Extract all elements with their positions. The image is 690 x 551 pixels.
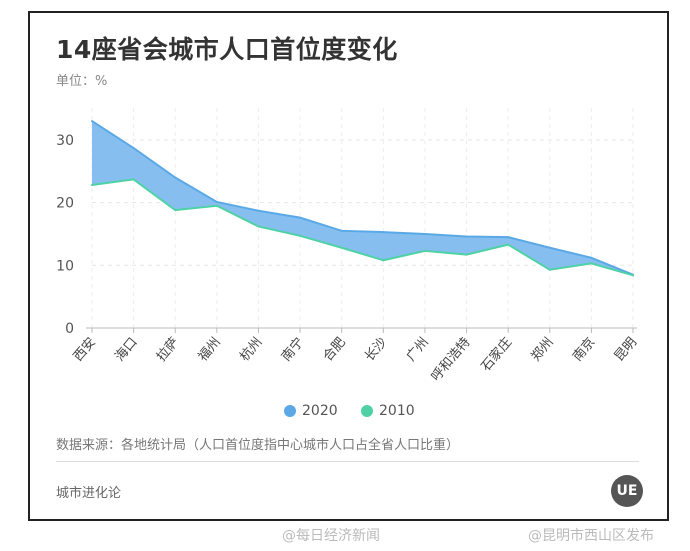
y-tick-label: 0 [65,321,74,337]
data-point [382,259,385,262]
legend-label: 2020 [302,403,338,419]
data-point [215,204,218,207]
data-point [465,235,468,238]
brand-name: 城市进化论 [56,486,122,501]
x-tick-label: 广州 [404,335,432,365]
y-tick-label: 10 [56,258,74,274]
x-tick-label: 海口 [112,335,140,365]
unit-label: 单位：% [56,74,108,89]
x-tick-label: 郑州 [529,335,557,365]
data-point [423,232,426,235]
data-point [507,236,510,239]
data-point [257,225,260,228]
data-point [548,268,551,271]
data-point [423,249,426,252]
data-point [299,234,302,237]
legend-dot-icon [284,405,296,417]
data-point [91,184,93,187]
weibo-watermark: @每日经济新闻 [282,528,380,544]
data-point [91,120,93,123]
x-tick-label: 福州 [196,335,224,365]
data-point [382,231,385,234]
data-point [465,253,468,256]
x-tick-label: 拉萨 [154,335,182,365]
area-between-series [92,121,633,276]
data-point [590,256,593,259]
series-line-2010 [91,178,634,277]
data-point [132,147,135,150]
chart-title: 14座省会城市人口首位度变化 [56,35,398,64]
data-point [174,209,177,212]
x-tick-label: 南京 [569,334,598,364]
legend-2020[interactable]: 2020 [284,403,338,419]
data-point [340,229,343,232]
data-point [132,178,135,181]
brand-logo: UE [611,475,643,507]
x-tick-label: 南宁 [278,334,307,364]
source-note: 数据来源：各地统计局（人口首位度指中心城市人口占全省人口比重） [56,438,460,453]
data-point [590,262,593,265]
data-point [632,274,634,277]
data-point [215,200,218,203]
weibo-watermark: @昆明市西山区发布 [528,528,654,544]
data-point [507,243,510,246]
x-tick-label: 合肥 [321,335,349,365]
y-tick-label: 30 [56,133,74,149]
y-tick-label: 20 [56,196,74,212]
x-tick-label: 长沙 [362,335,390,365]
x-tick-label: 呼和浩特 [429,335,474,384]
x-tick-label: 石家庄 [478,334,515,374]
x-tick-label: 杭州 [237,335,265,365]
data-point [174,176,177,179]
data-point [548,246,551,249]
legend-2010[interactable]: 2010 [361,403,415,419]
data-point [340,246,343,249]
x-tick-label: 昆明 [612,335,640,365]
data-point [257,209,260,212]
legend-dot-icon [361,405,373,417]
data-point [299,216,302,219]
series-line-2020 [91,120,634,276]
divider [56,461,639,462]
legend-label: 2010 [379,403,415,419]
x-tick-label: 西安 [71,335,99,365]
